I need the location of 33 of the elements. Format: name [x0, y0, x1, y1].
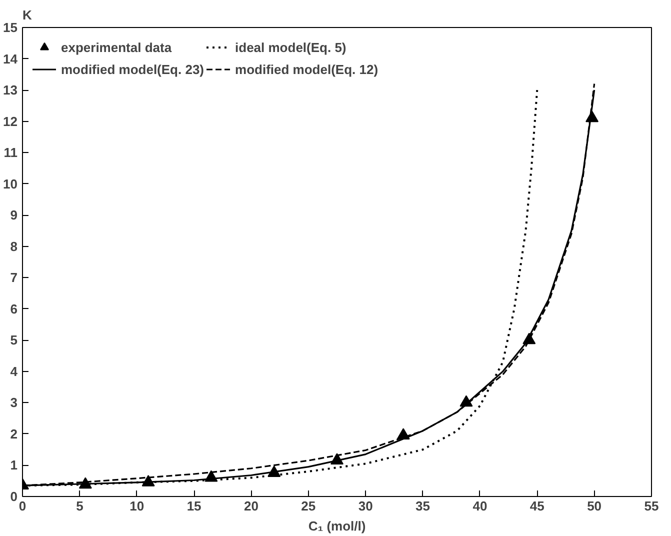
y-tick-label: 5: [10, 332, 18, 348]
x-tick-label: 5: [76, 498, 84, 514]
y-tick-label: 4: [10, 364, 18, 379]
x-tick-label: 10: [130, 498, 144, 514]
y-tick-label: 12: [3, 114, 18, 129]
y-tick-label: 9: [10, 208, 18, 223]
y-tick-label: 6: [10, 301, 18, 316]
x-axis-title: C₁ (mol/l): [308, 518, 366, 534]
y-tick-label: 8: [10, 238, 18, 254]
x-tick-label: 20: [244, 498, 258, 514]
y-tick-label: 11: [4, 145, 18, 160]
y-tick-label: 1: [10, 458, 18, 473]
legend-label: experimental data: [61, 40, 172, 54]
y-tick-label: 0: [10, 489, 18, 504]
x-tick-label: 55: [644, 498, 659, 514]
y-tick-label: 14: [3, 51, 18, 66]
x-tick-label: 35: [416, 498, 430, 514]
x-tick-label: 40: [472, 498, 488, 514]
x-tick-label: 50: [587, 498, 602, 514]
legend-label: ideal model(Eq. 5): [235, 40, 346, 54]
x-tick-label: 30: [358, 498, 373, 514]
y-tick-label: 13: [3, 82, 18, 98]
y-tick-label: 2: [10, 426, 18, 442]
x-tick-label: 15: [186, 498, 202, 514]
y-tick-label: 15: [3, 20, 18, 35]
y-tick-label: 7: [10, 270, 18, 286]
x-tick-label: 25: [301, 498, 316, 514]
y-tick-label: 3: [10, 395, 18, 410]
x-tick-label: 45: [530, 498, 544, 514]
legend-label: modified model(Eq. 23): [61, 62, 204, 76]
y-tick-label: 10: [3, 176, 18, 192]
legend-label: modified model(Eq. 12): [235, 62, 378, 76]
y-axis-title: K: [22, 8, 32, 22]
